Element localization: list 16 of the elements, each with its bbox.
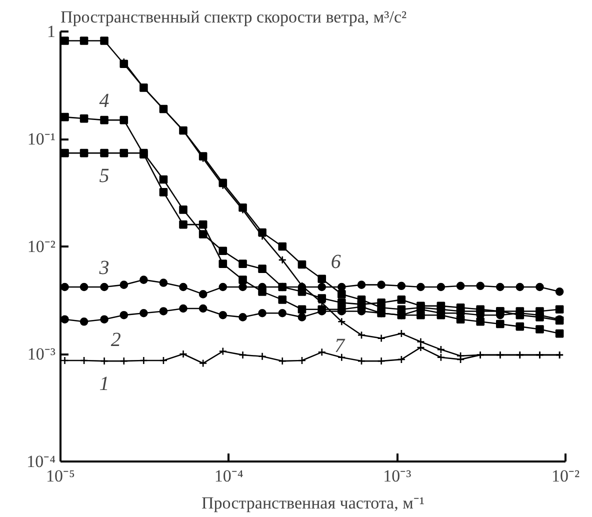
annotation: 6 <box>330 250 341 273</box>
annotation: 1 <box>99 373 110 396</box>
y-tick-label: 10⁻² <box>27 237 56 256</box>
y-tick-label: 10⁻³ <box>27 344 56 364</box>
annotation: 2 <box>110 329 121 352</box>
x-tick-label: 10⁻² <box>551 466 580 486</box>
annotation: 4 <box>99 90 110 112</box>
x-tick-label: 10⁻³ <box>383 466 412 486</box>
x-axis-title: Пространственная частота, м⁻¹ <box>202 494 424 512</box>
y-tick-label: 1 <box>47 22 56 41</box>
annotation: 3 <box>98 257 110 279</box>
chart-title: Пространственный спектр скорости ветра, м³/с² <box>60 8 407 26</box>
annotation: 7 <box>334 335 346 358</box>
y-tick-label: 10⁻¹ <box>27 130 56 148</box>
x-tick-label: 10⁻⁴ <box>214 466 244 486</box>
annotation: 5 <box>99 165 110 188</box>
